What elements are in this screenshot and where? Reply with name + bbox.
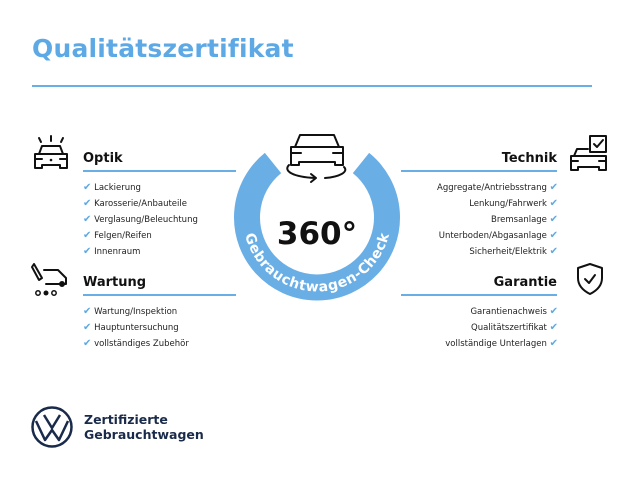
360-check-badge: Gebrauchtwagen-Check 360° [234,134,400,301]
check-icon: ✔ [549,246,558,257]
badge-ring [234,152,400,301]
check-icon: ✔ [83,246,92,257]
list-item: ✔ Verglasung/Beleuchtung [83,214,198,225]
check-icon: ✔ [83,182,92,193]
check-icon: ✔ [83,230,92,241]
list-item: ✔ Wartung/Inspektion [83,306,178,317]
list-item: Unterboden/Abgasanlage ✔ [438,230,558,241]
badge-value: 360° [277,216,357,252]
check-icon: ✔ [83,306,92,317]
check-icon: ✔ [549,182,558,193]
optik-list: ✔ Lackierung ✔ Karosserie/Anbauteile ✔ V… [83,180,198,260]
brand-text: Zertifizierte Gebrauchtwagen [84,412,204,442]
list-item: ✔ vollständiges Zubehör [83,338,189,349]
list-item: ✔ Felgen/Reifen [83,230,152,241]
list-item: Aggregate/Antriebsstrang ✔ [437,182,558,193]
list-item: vollständige Unterlagen ✔ [445,338,558,349]
car-checklist-icon [570,135,607,171]
section-heading-technik: Technik [501,151,557,166]
section-heading-garantie: Garantie [493,275,557,290]
check-icon: ✔ [549,230,558,241]
check-icon: ✔ [549,214,558,225]
vw-logo [31,406,73,448]
garantie-list: Garantienachweis ✔ Qualitätszertifikat ✔… [445,304,558,352]
list-item: Qualitätszertifikat ✔ [471,322,558,333]
list-item: ✔ Karosserie/Anbauteile [83,198,187,209]
list-item: ✔ Innenraum [83,246,141,257]
list-item: Sicherheit/Elektrik ✔ [469,246,558,257]
page-title: Qualitätszertifikat [32,34,294,63]
section-heading-optik: Optik [83,151,123,166]
garantie-divider [401,294,557,296]
maintenance-van-icon [31,263,67,296]
check-icon: ✔ [549,198,558,209]
car-lights-icon [34,135,68,169]
wartung-divider [83,294,236,296]
list-item: Garantienachweis ✔ [470,306,558,317]
technik-divider [401,170,557,172]
wartung-list: ✔ Wartung/Inspektion ✔ Hauptuntersuchung… [83,304,189,352]
title-divider [32,85,592,87]
check-icon: ✔ [549,338,558,349]
section-heading-wartung: Wartung [83,275,147,290]
list-item: ✔ Hauptuntersuchung [83,322,179,333]
check-icon: ✔ [549,322,558,333]
shield-check-icon [577,263,603,295]
list-item: Bremsanlage ✔ [491,214,558,225]
check-icon: ✔ [83,214,92,225]
list-item: Lenkung/Fahrwerk ✔ [469,198,558,209]
check-icon: ✔ [83,198,92,209]
list-item: ✔ Lackierung [83,182,141,193]
optik-divider [83,170,236,172]
check-icon: ✔ [83,322,92,333]
check-icon: ✔ [549,306,558,317]
car-360-icon [286,134,347,183]
technik-list: Aggregate/Antriebsstrang ✔ Lenkung/Fahrw… [437,180,558,260]
check-icon: ✔ [83,338,92,349]
